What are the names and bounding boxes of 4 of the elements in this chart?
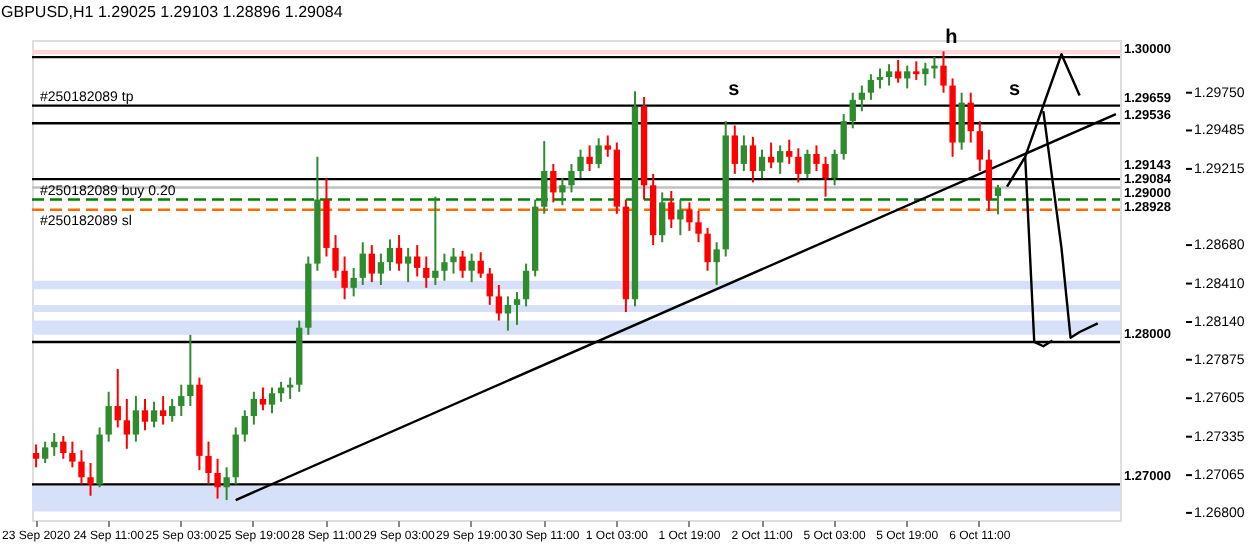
annotation: h	[945, 26, 958, 49]
annotation: s	[1008, 79, 1021, 102]
chart-title: GBPUSD,H1 1.29025 1.29103 1.28896 1.29084	[1, 2, 344, 21]
annotation: s	[728, 79, 741, 102]
